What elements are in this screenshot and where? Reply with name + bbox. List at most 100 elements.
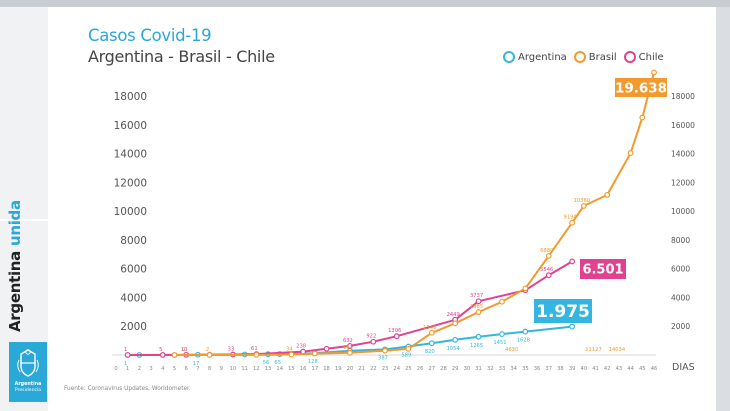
data-label-argentina-35: 1628 [517, 338, 530, 344]
x-tick-3: 3 [149, 366, 152, 372]
data-label-argentina-33: 1451 [493, 340, 506, 346]
data-label-brasil-6: 2 [183, 347, 186, 353]
y-tick-right-10000: 10000 [671, 207, 695, 216]
x-tick-13: 13 [265, 366, 272, 372]
data-point-chile-4 [159, 352, 166, 358]
data-label-chile-31: 3737 [470, 293, 483, 299]
x-tick-38: 38 [557, 366, 564, 372]
data-label-chile-10: 33 [228, 347, 235, 353]
data-point-argentina-33 [499, 331, 505, 338]
data-point-brasil-46 [651, 69, 657, 76]
data-label-argentina-17: 128 [308, 359, 318, 365]
x-tick-41: 41 [592, 366, 599, 372]
data-label-chile-22: 922 [366, 334, 376, 340]
logo-line-1: Argentina [14, 382, 42, 387]
x-tick-39: 39 [569, 366, 576, 372]
x-tick-40: 40 [581, 366, 588, 372]
legend-item-brasil: Brasil [573, 51, 617, 63]
y-tick-left-4000: 4000 [120, 292, 147, 304]
data-label-argentina-13: 56 [263, 360, 270, 366]
data-point-chile-39 [569, 258, 576, 265]
y-tick-right-12000: 12000 [671, 178, 695, 187]
x-tick-33: 33 [499, 366, 506, 372]
legend-label-chile: Chile [638, 51, 664, 63]
data-point-chile-18 [323, 345, 330, 352]
data-point-brasil-23 [382, 347, 388, 354]
x-tick-11: 11 [241, 366, 248, 372]
x-tick-17: 17 [312, 366, 319, 372]
data-point-argentina-27 [428, 340, 435, 347]
x-tick-4: 4 [161, 366, 165, 372]
data-label-chile-4: 5 [159, 347, 162, 353]
x-tick-37: 37 [545, 366, 552, 372]
y-tick-left-2000: 2000 [120, 321, 147, 333]
x-tick-32: 32 [487, 366, 494, 372]
y-tick-right-18000: 18000 [671, 92, 695, 101]
y-tick-right-6000: 6000 [671, 265, 690, 274]
data-label-brasil-41: 11127 [585, 347, 602, 353]
x-tick-46: 46 [651, 366, 658, 372]
data-label-argentina-31: 1265 [470, 343, 483, 349]
legend-ring-argentina [503, 51, 515, 63]
data-point-brasil-15 [288, 351, 295, 358]
data-label-brasil-39: 9194 [564, 215, 578, 221]
data-point-argentina-39 [569, 323, 576, 330]
x-tick-26: 26 [417, 366, 424, 372]
data-point-chile-31 [475, 298, 482, 305]
x-tick-23: 23 [382, 366, 389, 372]
y-tick-left-14000: 14000 [114, 149, 147, 161]
x-tick-22: 22 [370, 366, 377, 372]
x-tick-0: 0 [114, 366, 117, 372]
data-label-argentina-29: 1054 [447, 346, 461, 352]
y-tick-right-4000: 4000 [671, 293, 690, 302]
data-label-brasil-37: 6880 [540, 248, 553, 254]
x-tick-1: 1 [126, 366, 129, 372]
data-label-argentina-1: 1 [124, 361, 127, 367]
x-tick-15: 15 [288, 366, 295, 372]
chart-subtitle: Argentina - Brasil - Chile [88, 47, 275, 66]
x-tick-2: 2 [138, 366, 141, 372]
data-label-chile-29: 2449 [447, 312, 460, 318]
callout-box-chile [580, 259, 626, 279]
data-point-brasil-44 [627, 150, 634, 156]
data-label-brasil-43: 14034 [609, 347, 626, 353]
sidebar-divider [0, 219, 48, 221]
series-line-brasil [173, 71, 655, 356]
data-point-brasil-37 [545, 253, 552, 259]
data-point-chile-22 [370, 338, 377, 345]
data-point-brasil-5 [171, 352, 178, 358]
data-label-argentina-14: 65 [274, 360, 281, 366]
legend-label-argentina: Argentina [518, 51, 567, 63]
x-tick-19: 19 [335, 366, 342, 372]
y-tick-right-16000: 16000 [671, 121, 695, 130]
data-point-brasil-8 [206, 352, 213, 358]
data-point-argentina-35 [522, 328, 529, 335]
legend: Argentina Brasil Chile [503, 49, 671, 65]
data-point-chile-37 [545, 272, 552, 279]
x-tick-36: 36 [534, 366, 541, 372]
data-label-chile-12: 61 [251, 346, 258, 352]
legend-ring-chile [623, 51, 636, 63]
y-tick-left-8000: 8000 [120, 235, 147, 247]
data-label-argentina-23: 387 [378, 355, 388, 361]
data-label-brasil-27: 1546 [423, 325, 436, 331]
callout-brasil: 19.638 [615, 80, 667, 96]
data-point-brasil-33 [499, 298, 505, 305]
data-point-brasil-27 [428, 329, 435, 336]
legend-ring-brasil [573, 51, 586, 63]
data-label-brasil-8: 2 [206, 347, 209, 353]
x-tick-27: 27 [428, 366, 435, 372]
source-note: Fuente: Coronavirus Updates, Worldometer… [64, 386, 191, 392]
x-tick-12: 12 [253, 366, 260, 372]
data-label-chile-6: 10 [181, 347, 188, 353]
data-point-brasil-40 [580, 203, 587, 209]
right-edge [716, 7, 730, 411]
x-tick-44: 44 [627, 366, 634, 372]
x-tick-42: 42 [604, 366, 611, 372]
y-tick-left-12000: 12000 [114, 177, 147, 189]
data-point-brasil-35 [522, 285, 529, 292]
x-tick-7: 7 [196, 366, 199, 372]
x-tick-20: 20 [347, 366, 354, 372]
data-point-brasil-25 [405, 345, 412, 352]
